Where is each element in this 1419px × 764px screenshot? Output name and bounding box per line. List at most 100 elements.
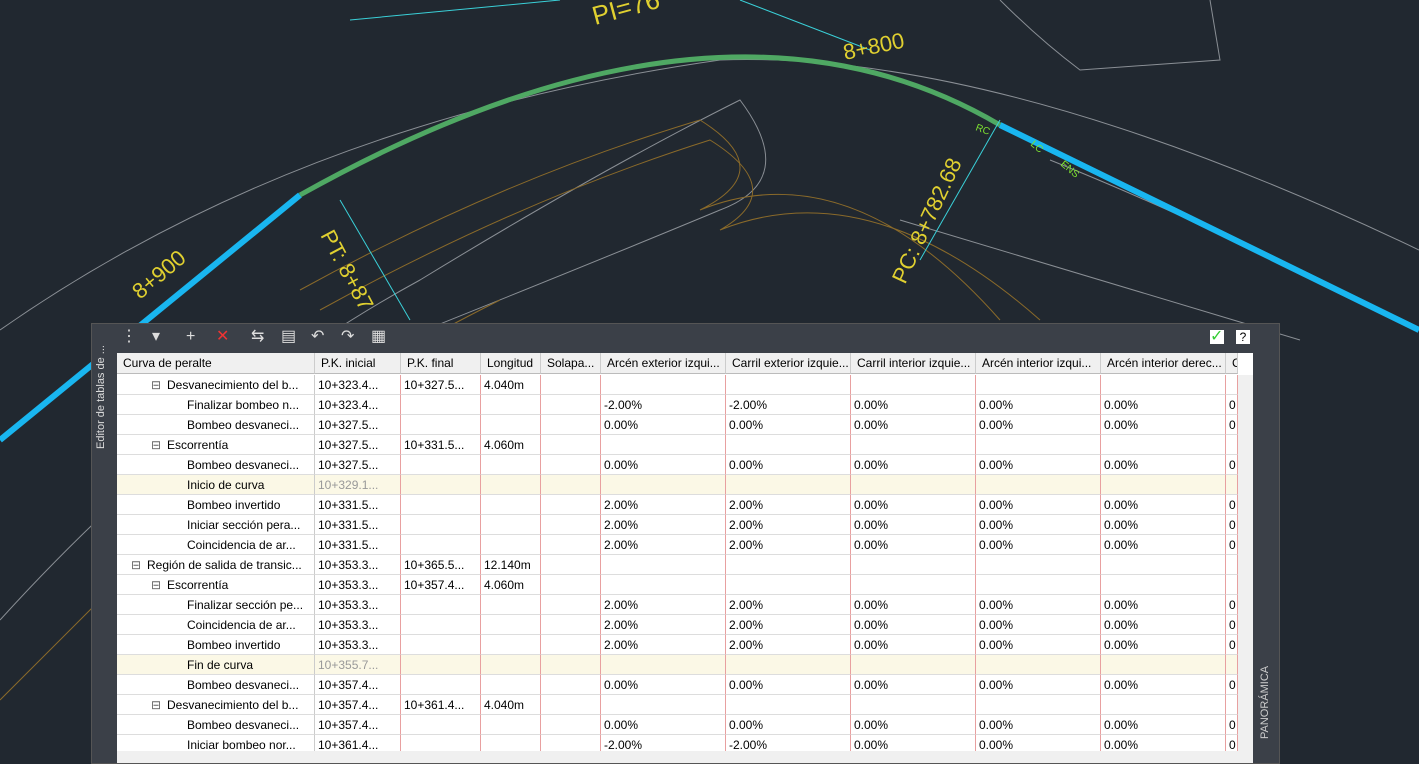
overlap [541, 535, 601, 555]
row-label[interactable]: Bombeo invertido [187, 498, 281, 512]
slope-value: 0.00% [851, 635, 976, 655]
row-label[interactable]: Bombeo desvaneci... [187, 718, 300, 732]
tool[interactable]: ▤ [281, 328, 297, 345]
tree-cell: ⊟ Región de salida de transic... [117, 555, 315, 575]
row-label[interactable]: Iniciar sección pera... [187, 518, 301, 532]
row-label[interactable]: Iniciar bombeo nor... [187, 738, 296, 751]
expander[interactable]: ⊟ [151, 698, 162, 712]
row-label[interactable]: Coincidencia de ar... [187, 538, 296, 552]
slope-value: 0 [1226, 515, 1238, 535]
end-station [401, 735, 481, 751]
end-station [401, 715, 481, 735]
overlap [541, 415, 601, 435]
row-label[interactable]: Finalizar sección pe... [187, 598, 304, 612]
tree-cell: Bombeo invertido [117, 495, 315, 515]
row-label[interactable]: Bombeo desvaneci... [187, 678, 300, 692]
column-header: P.K. inicial [315, 353, 401, 374]
slope-value: 0.00% [976, 455, 1101, 475]
add[interactable]: + [186, 328, 196, 345]
row-label[interactable]: Bombeo desvaneci... [187, 458, 300, 472]
overlap [541, 595, 601, 615]
row-label[interactable]: Finalizar bombeo n... [187, 398, 300, 412]
expander[interactable]: ⊟ [151, 578, 162, 592]
slope-value: 0.00% [601, 415, 726, 435]
column-header: P.K. final [401, 353, 481, 374]
row-label[interactable]: Bombeo desvaneci... [187, 418, 300, 432]
slope-value: 0.00% [1101, 595, 1226, 615]
slope-value: 0.00% [976, 535, 1101, 555]
slope-value [1101, 435, 1226, 455]
slope-value [601, 655, 726, 675]
length [481, 455, 541, 475]
tool[interactable]: ⇆ [251, 328, 265, 345]
tool[interactable]: ⋮ [121, 328, 137, 345]
column-header: Arcén interior derec... [1101, 353, 1226, 374]
expander[interactable]: ⊟ [131, 558, 142, 572]
right-bar: PANORÁMICA [1253, 324, 1279, 763]
end-station: 10+365.5... [401, 555, 481, 575]
row-label[interactable]: Fin de curva [187, 658, 254, 672]
canvas-label: PC: 8+782.68 [887, 154, 967, 287]
row-label[interactable]: Coincidencia de ar... [187, 618, 296, 632]
row-label[interactable]: Desvanecimiento del b... [167, 378, 299, 392]
overlap [541, 735, 601, 751]
accept[interactable]: ✓ [1210, 328, 1224, 345]
redo[interactable]: ↷ [341, 328, 355, 345]
length [481, 475, 541, 495]
canvas-label: PI=76 [589, 0, 663, 31]
undo[interactable]: ↶ [311, 328, 325, 345]
length [481, 595, 541, 615]
slope-value: 2.00% [726, 615, 851, 635]
delete[interactable]: ✕ [216, 328, 230, 345]
row-label[interactable]: Escorrentía [167, 438, 229, 452]
slope-value: 0.00% [976, 495, 1101, 515]
slope-value: 2.00% [601, 535, 726, 555]
slope-value: 2.00% [726, 495, 851, 515]
tree-cell: Fin de curva [117, 655, 315, 675]
slope-value: 0 [1226, 635, 1238, 655]
tree-cell: Bombeo desvaneci... [117, 415, 315, 435]
slope-value: 0.00% [1101, 675, 1226, 695]
help[interactable]: ? [1236, 330, 1250, 344]
slope-value: 0 [1226, 675, 1238, 695]
slope-value [601, 555, 726, 575]
slope-value: 2.00% [601, 635, 726, 655]
slope-value [976, 475, 1101, 495]
side-label: PANORÁMICA [1259, 665, 1271, 739]
slope-value: 0.00% [851, 535, 976, 555]
row-label[interactable]: Región de salida de transic... [147, 558, 302, 572]
start-station: 10+327.5... [315, 415, 401, 435]
slope-value [976, 695, 1101, 715]
slope-value [726, 655, 851, 675]
length [481, 535, 541, 555]
end-station: 10+357.4... [401, 575, 481, 595]
slope-value [726, 435, 851, 455]
slope-value: 0 [1226, 735, 1238, 751]
expander[interactable]: ⊟ [151, 378, 162, 392]
toolbar: ⋮ ▾ + ✕ ⇆ ▤ ↶ ↷ ▦ ✓ ? [116, 324, 1256, 352]
v-scrollbar[interactable] [1238, 375, 1253, 751]
end-station [401, 415, 481, 435]
overlap [541, 715, 601, 735]
tool[interactable]: ▦ [371, 328, 387, 345]
tool[interactable]: ▾ [152, 328, 161, 345]
length [481, 675, 541, 695]
h-scrollbar[interactable] [117, 751, 1253, 763]
slope-value: 0 [1226, 495, 1238, 515]
end-station [401, 615, 481, 635]
expander[interactable]: ⊟ [151, 438, 162, 452]
slope-value [1101, 475, 1226, 495]
row-label[interactable]: Bombeo invertido [187, 638, 281, 652]
start-station: 10+353.3... [315, 555, 401, 575]
overlap [541, 455, 601, 475]
length [481, 635, 541, 655]
slope-value: 0 [1226, 715, 1238, 735]
slope-value [976, 575, 1101, 595]
slope-value [1101, 695, 1226, 715]
row-label[interactable]: Escorrentía [167, 578, 229, 592]
tree-cell: Inicio de curva [117, 475, 315, 495]
row-label[interactable]: Desvanecimiento del b... [167, 698, 299, 712]
slope-value: 0 [1226, 615, 1238, 635]
overlap [541, 375, 601, 395]
row-label[interactable]: Inicio de curva [187, 478, 265, 492]
